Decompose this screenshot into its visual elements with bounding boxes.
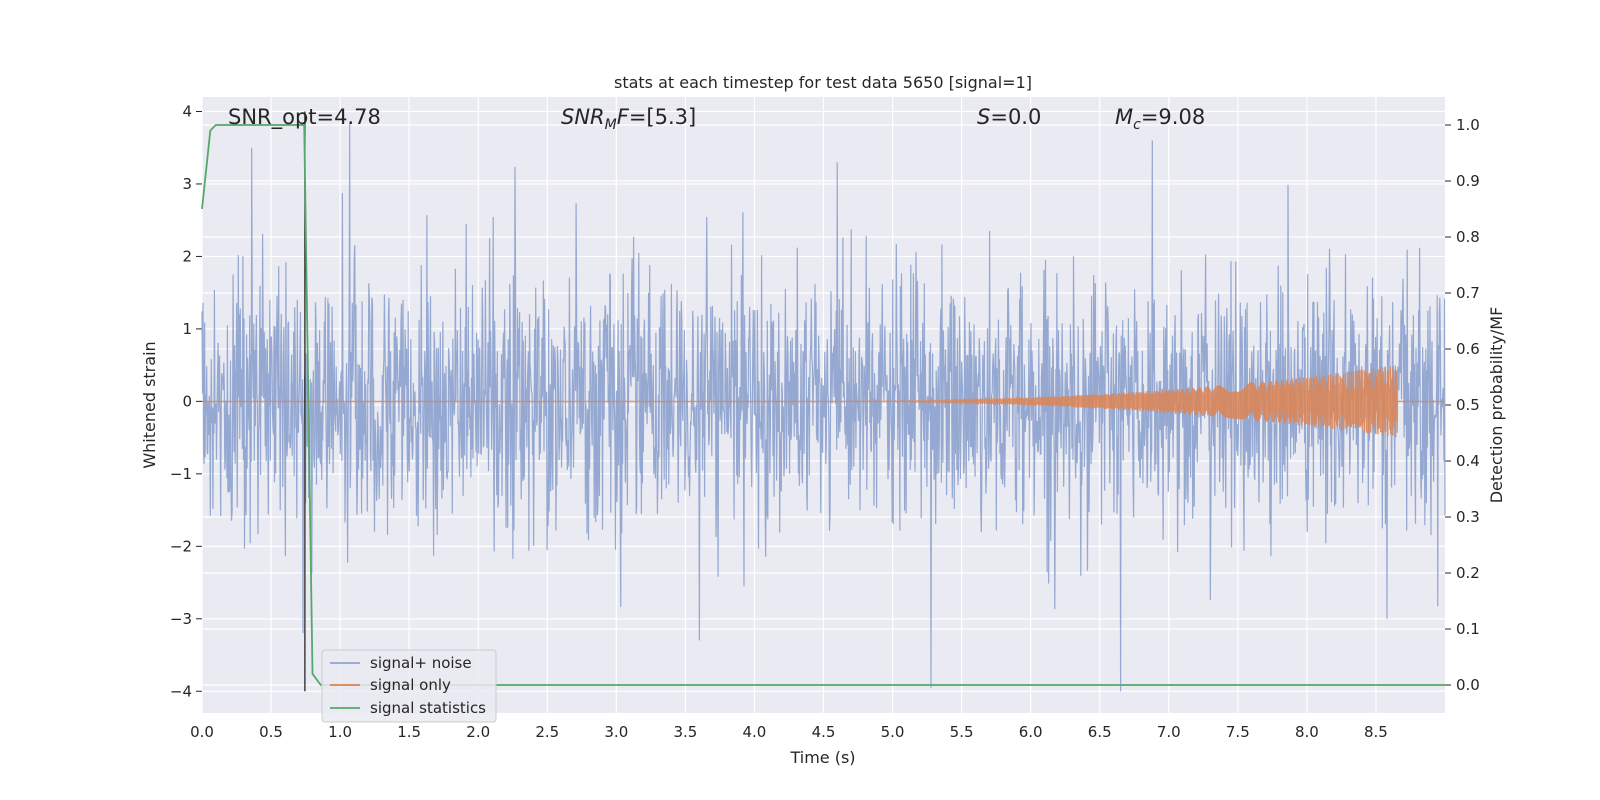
annotation-snr-mf-rest: =[5.3]	[629, 105, 696, 129]
x-tick-label: 4.5	[812, 723, 836, 741]
y-tick-label: 4	[182, 102, 192, 120]
x-tick-label: 8.5	[1364, 723, 1388, 741]
x-tick-label: 0.5	[259, 723, 283, 741]
y-axis-label: Whitened strain	[140, 341, 159, 468]
noise-trace	[201, 122, 1446, 692]
annotation-mc-rest: =9.08	[1141, 105, 1205, 129]
y2-tick-label: 0.8	[1456, 228, 1480, 246]
series-signal-statistics	[201, 124, 1445, 686]
annotation-snr-mf: SNRMF=[5.3]	[561, 105, 696, 133]
y2-tick-label: 0.0	[1456, 676, 1480, 694]
legend-label-signal-only: signal only	[370, 676, 451, 694]
annotation-mc-sub: c	[1133, 117, 1141, 133]
y2-tick-label: 0.5	[1456, 396, 1480, 414]
y2-axis-label: Detection probability/MF	[1487, 307, 1506, 504]
x-tick-label: 1.0	[328, 723, 352, 741]
y-tick-label: −4	[170, 682, 192, 700]
y-tick-label: 1	[182, 320, 192, 338]
x-tick-label: 3.0	[604, 723, 628, 741]
legend-label-signal-statistics: signal statistics	[370, 699, 486, 717]
x-tick-label: 2.0	[466, 723, 490, 741]
annotation-s-main: S	[977, 105, 990, 129]
y2-tick-label: 0.4	[1456, 452, 1480, 470]
annotation-snr-mf-sub: M	[605, 117, 617, 133]
legend-box	[321, 649, 497, 723]
annotation-s-rest: =0.0	[990, 105, 1041, 129]
annotation-mc-main: M	[1115, 105, 1133, 129]
x-tick-label: 7.5	[1226, 723, 1250, 741]
y-tick-label: 2	[182, 247, 192, 265]
y2-tick-label: 0.7	[1456, 284, 1480, 302]
x-tick-label: 8.0	[1295, 723, 1319, 741]
annotation-s: S=0.0	[977, 105, 1041, 129]
signal-only-trace	[202, 366, 1445, 438]
legend-label-signal-noise: signal+ noise	[370, 654, 472, 672]
x-tick-label: 6.0	[1019, 723, 1043, 741]
y-tick-label: −2	[170, 537, 192, 555]
y2-tick-label: 0.3	[1456, 508, 1480, 526]
x-tick-label: 1.5	[397, 723, 421, 741]
x-tick-label: 5.0	[881, 723, 905, 741]
y2-tick-labels: 1.0 0.9 0.8 0.7 0.6 0.5 0.4 0.3 0.2 0.1 0.0	[1456, 116, 1480, 694]
annotation-snr-mf-main: SNR	[561, 105, 605, 129]
x-tick-label: 4.0	[743, 723, 767, 741]
annotation-snr-mf-f: F	[617, 105, 630, 129]
annotation-mc: Mc=9.08	[1115, 105, 1205, 133]
y-tick-label: −1	[170, 465, 192, 483]
y-tick-labels: 4 3 2 1 0 −1 −2 −3 −4	[170, 102, 192, 700]
x-tick-label: 6.5	[1088, 723, 1112, 741]
y2-tick-label: 0.6	[1456, 340, 1480, 358]
y-tick-label: −3	[170, 610, 192, 628]
x-axis-label: Time (s)	[789, 748, 855, 767]
x-tick-label: 3.5	[673, 723, 697, 741]
x-tick-label: 2.5	[535, 723, 559, 741]
y2-tick-label: 0.1	[1456, 620, 1480, 638]
y2-tick-label: 0.2	[1456, 564, 1480, 582]
x-tick-label: 7.0	[1157, 723, 1181, 741]
y2-tick-label: 1.0	[1456, 116, 1480, 134]
legend: signal+ noise signal only signal statist…	[321, 649, 497, 723]
x-tick-label: 0.0	[190, 723, 214, 741]
x-tick-labels: 0.0 0.5 1.0 1.5 2.0 2.5 3.0 3.5 4.0 4.5 5.0 5.5 6.0 6…	[190, 723, 1388, 741]
series-signal-only	[202, 366, 1445, 438]
y2-tick-label: 0.9	[1456, 172, 1480, 190]
series-signal-noise	[201, 122, 1446, 692]
annotation-snr-opt: SNR_opt=4.78	[228, 105, 381, 130]
chart-title: stats at each timestep for test data 565…	[614, 73, 1032, 92]
y-tick-label: 3	[182, 175, 192, 193]
y-tick-label: 0	[182, 392, 192, 410]
x-tick-label: 5.5	[950, 723, 974, 741]
